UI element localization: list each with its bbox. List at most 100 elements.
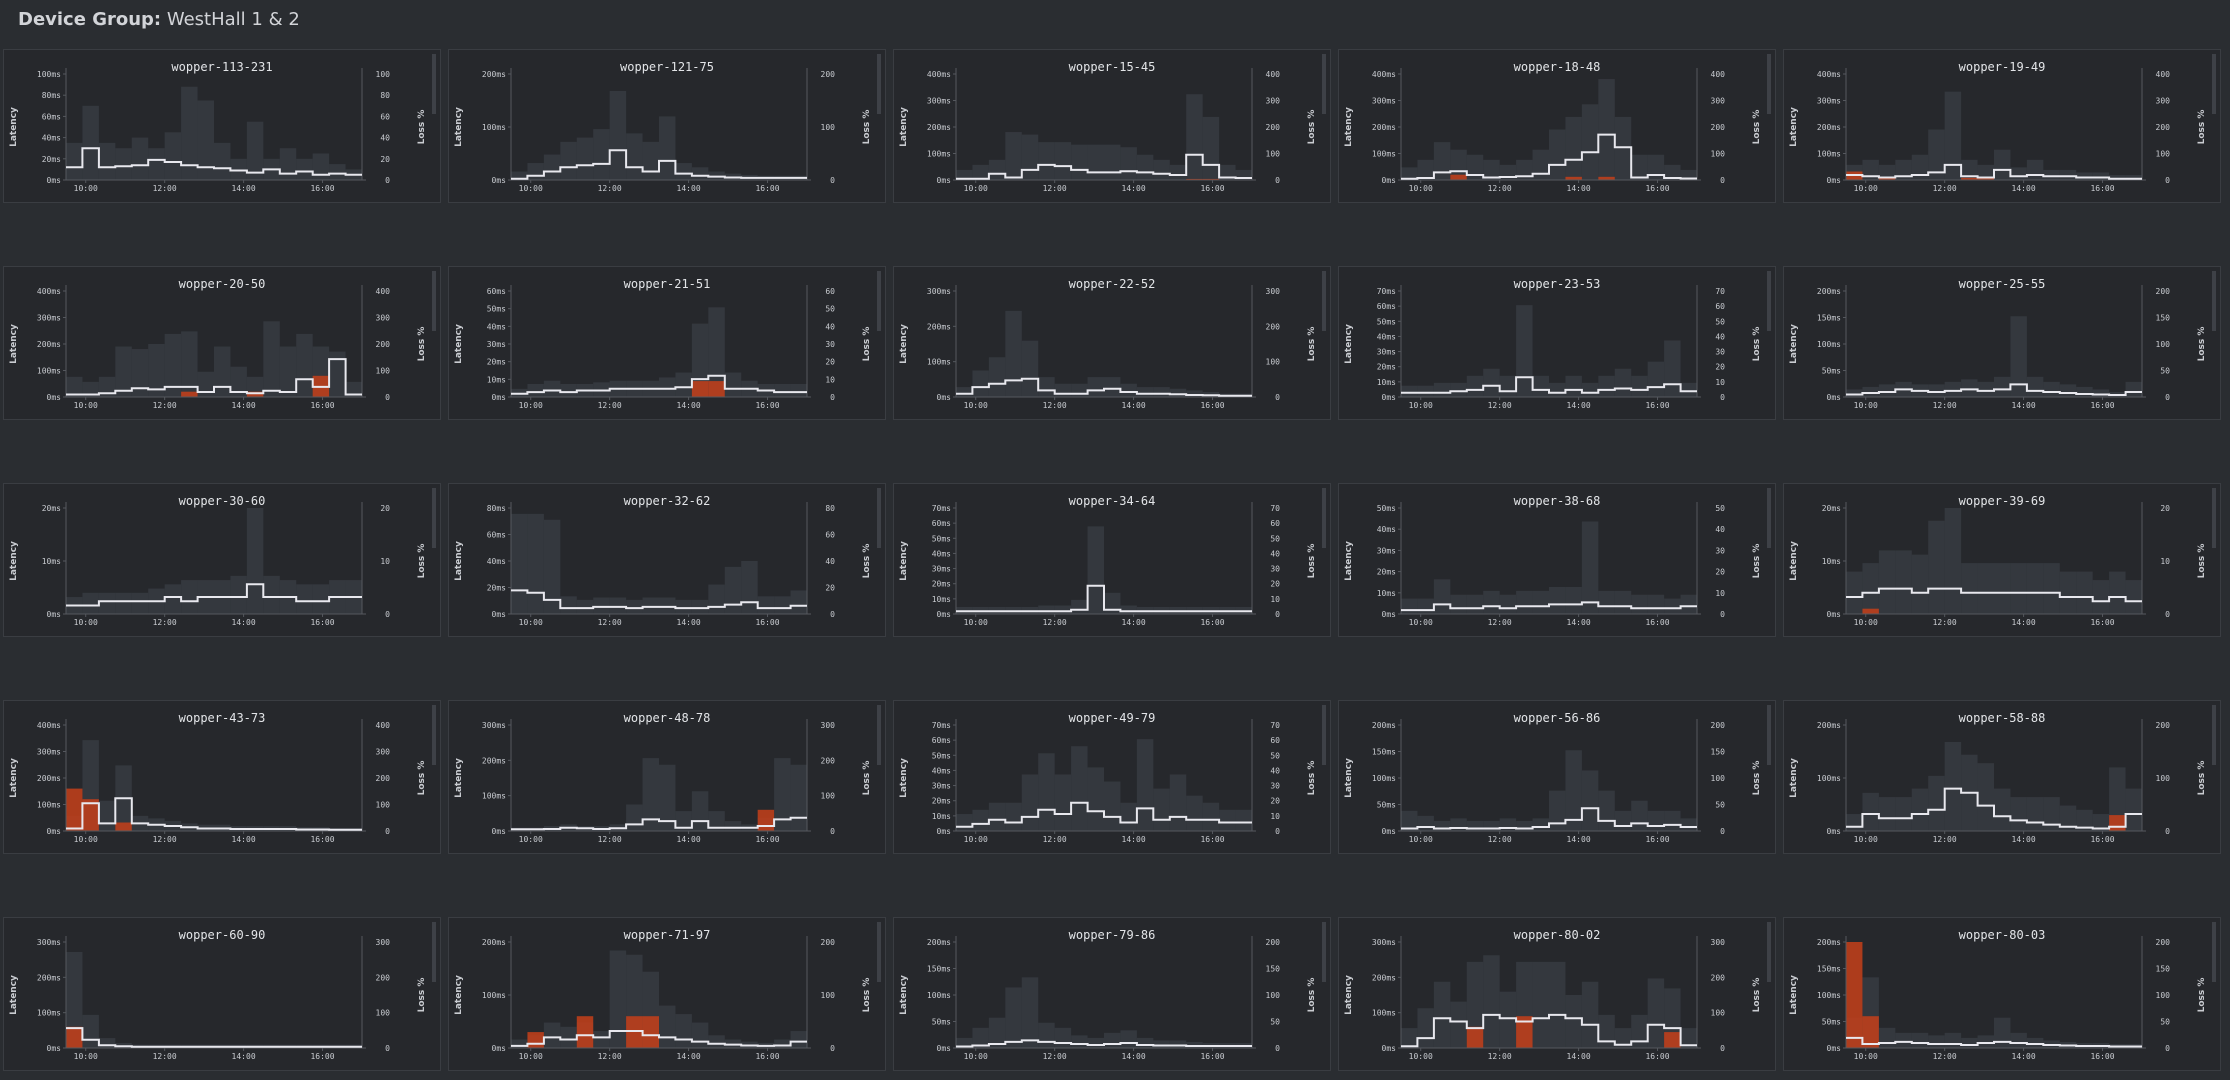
smoke-band bbox=[1911, 154, 1929, 180]
smoke-band bbox=[1516, 590, 1533, 614]
latency-line bbox=[66, 147, 362, 176]
y-tick-label-left: 40ms bbox=[1377, 525, 1396, 534]
y-tick-label-right: 30 bbox=[1715, 348, 1725, 357]
y-tick-label-right: 200 bbox=[1266, 123, 1281, 132]
latency-graph-panel[interactable]: 20ms 10ms 0ms 20 10 0 10:00 12:00 14:00 16:00 Late… bbox=[1783, 483, 2221, 637]
smoke-band bbox=[1483, 820, 1500, 831]
x-tick-label: 14:00 bbox=[232, 618, 256, 627]
x-tick-label: 10:00 bbox=[74, 401, 98, 410]
latency-axis-title: Latency bbox=[454, 324, 464, 364]
y-tick-label-right: 100 bbox=[2156, 774, 2171, 783]
smoke-band bbox=[1532, 375, 1549, 397]
smoke-band bbox=[1680, 818, 1697, 831]
latency-graph-panel[interactable]: 200ms 100ms 0ms 200 100 0 10:00 12:00 14:00 16:00… bbox=[448, 917, 886, 1071]
latency-graph-panel[interactable]: 400ms 300ms 200ms 100ms 0ms 400 300 200 100 0 10:0… bbox=[1338, 49, 1776, 203]
smoke-band bbox=[1054, 142, 1072, 180]
latency-graph-panel[interactable]: 200ms 100ms 0ms 200 100 0 10:00 12:00 14:00 16:00… bbox=[448, 49, 886, 203]
latency-graph-panel[interactable]: 60ms 50ms 40ms 30ms 20ms 10ms 0ms 60 50 40 30 20 10 0… bbox=[448, 266, 886, 420]
latency-graph-panel[interactable]: 80ms 60ms 40ms 20ms 0ms 80 60 40 20 0 10:00 12:00 14… bbox=[448, 483, 886, 637]
y-tick-label-right: 100 bbox=[376, 1009, 391, 1018]
y-tick-label-left: 100ms bbox=[1372, 150, 1396, 159]
smoke-band bbox=[2109, 767, 2126, 831]
x-tick-label: 10:00 bbox=[74, 835, 98, 844]
latency-chart: 80ms 60ms 40ms 20ms 0ms 80 60 40 20 0 10:00 12:00 14… bbox=[454, 488, 881, 627]
y-tick-label-left: 0ms bbox=[1827, 393, 1842, 402]
x-tick-label: 14:00 bbox=[232, 184, 256, 193]
latency-graph-panel[interactable]: 300ms 200ms 100ms 0ms 300 200 100 0 10:00 12:00 14… bbox=[1338, 917, 1776, 1071]
latency-graph-panel[interactable]: 400ms 300ms 200ms 100ms 0ms 400 300 200 100 0 10:0… bbox=[1783, 49, 2221, 203]
y-tick-label-right: 200 bbox=[1711, 973, 1726, 982]
smoke-band bbox=[1549, 961, 1566, 1048]
x-tick-label: 12:00 bbox=[1043, 184, 1067, 193]
smoke-band bbox=[1928, 1035, 1945, 1048]
smoke-band bbox=[956, 1037, 973, 1048]
loss-bar bbox=[1598, 176, 1615, 180]
smoke-band bbox=[1680, 594, 1697, 614]
loss-legend-strip bbox=[432, 271, 436, 331]
smoke-band bbox=[214, 142, 231, 180]
smoke-band bbox=[181, 580, 198, 614]
y-tick-label-right: 300 bbox=[821, 721, 836, 730]
latency-graph-panel[interactable]: 200ms 100ms 0ms 200 100 0 10:00 12:00 14:00 16:00… bbox=[1783, 700, 2221, 854]
y-tick-label-left: 300ms bbox=[1372, 938, 1396, 947]
smoke-band bbox=[708, 1035, 725, 1048]
y-tick-label-right: 50 bbox=[1270, 1018, 1280, 1027]
latency-line bbox=[511, 149, 807, 180]
latency-graph-panel[interactable]: 300ms 200ms 100ms 0ms 300 200 100 0 10:00 12:00 14… bbox=[3, 917, 441, 1071]
y-tick-label-right: 0 bbox=[385, 393, 390, 402]
y-tick-label-left: 400ms bbox=[927, 70, 951, 79]
x-tick-label: 16:00 bbox=[310, 618, 334, 627]
latency-line bbox=[1846, 383, 2142, 396]
y-tick-label-right: 80 bbox=[380, 91, 390, 100]
latency-graph-panel[interactable]: 200ms 150ms 100ms 50ms 0ms 200 150 100 50 0 10:00 1… bbox=[893, 917, 1331, 1071]
latency-graph-panel[interactable]: 70ms 60ms 50ms 40ms 30ms 20ms 10ms 0ms 70 60 50 40 3… bbox=[893, 700, 1331, 854]
latency-graph-panel[interactable]: 300ms 200ms 100ms 0ms 300 200 100 0 10:00 12:00 14… bbox=[448, 700, 886, 854]
smoke-band bbox=[1581, 382, 1599, 397]
y-tick-label-right: 100 bbox=[2156, 340, 2171, 349]
loss-axis-title: Loss % bbox=[1307, 761, 1317, 796]
smoke-band bbox=[1087, 144, 1104, 180]
latency-graph-panel[interactable]: 70ms 60ms 50ms 40ms 30ms 20ms 10ms 0ms 70 60 50 40 3… bbox=[893, 483, 1331, 637]
latency-graph-panel[interactable]: 100ms 80ms 60ms 40ms 20ms 0ms 100 80 60 40 20 0 10:0… bbox=[3, 49, 441, 203]
smoke-band bbox=[1021, 977, 1039, 1048]
latency-graph-panel[interactable]: 50ms 40ms 30ms 20ms 10ms 0ms 50 40 30 20 10 0 10:00 1… bbox=[1338, 483, 1776, 637]
latency-graph-panel[interactable]: 200ms 150ms 100ms 50ms 0ms 200 150 100 50 0 10:00 1… bbox=[1783, 266, 2221, 420]
y-tick-label-right: 400 bbox=[2156, 70, 2171, 79]
smoke-band bbox=[1862, 792, 1879, 831]
smoke-band bbox=[1977, 1035, 1994, 1048]
smoke-band bbox=[2043, 381, 2060, 397]
x-tick-label: 12:00 bbox=[1488, 835, 1512, 844]
loss-axis-title: Loss % bbox=[417, 110, 427, 145]
latency-graph-panel[interactable]: 200ms 150ms 100ms 50ms 0ms 200 150 100 50 0 10:00 1… bbox=[1338, 700, 1776, 854]
y-tick-label-left: 200ms bbox=[927, 938, 951, 947]
latency-graph-panel[interactable]: 400ms 300ms 200ms 100ms 0ms 400 300 200 100 0 10:0… bbox=[3, 266, 441, 420]
latency-chart: 400ms 300ms 200ms 100ms 0ms 400 300 200 100 0 10:0… bbox=[1789, 54, 2216, 193]
latency-graph-panel[interactable]: 70ms 60ms 50ms 40ms 30ms 20ms 10ms 0ms 70 60 50 40 3… bbox=[1338, 266, 1776, 420]
x-tick-label: 14:00 bbox=[1122, 1052, 1146, 1061]
latency-graph-panel[interactable]: 20ms 10ms 0ms 20 10 0 10:00 12:00 14:00 16:00 Late… bbox=[3, 483, 441, 637]
latency-chart: 400ms 300ms 200ms 100ms 0ms 400 300 200 100 0 10:0… bbox=[9, 271, 436, 410]
smoke-band bbox=[2092, 814, 2110, 831]
y-tick-label-right: 50 bbox=[1270, 534, 1280, 543]
latency-graph-panel[interactable]: 400ms 300ms 200ms 100ms 0ms 400 300 200 100 0 10:0… bbox=[893, 49, 1331, 203]
x-tick-label: 14:00 bbox=[1567, 835, 1591, 844]
y-tick-label-left: 20ms bbox=[42, 504, 61, 513]
smoke-band bbox=[543, 1022, 561, 1048]
smoke-band bbox=[1169, 1040, 1187, 1048]
latency-axis-title: Latency bbox=[1344, 107, 1354, 147]
latency-graph-panel[interactable]: 200ms 150ms 100ms 50ms 0ms 200 150 100 50 0 10:00 1… bbox=[1783, 917, 2221, 1071]
smoke-band bbox=[1499, 991, 1517, 1048]
latency-graph-panel[interactable]: 400ms 300ms 200ms 100ms 0ms 400 300 200 100 0 10:0… bbox=[3, 700, 441, 854]
smoke-band bbox=[1944, 1032, 1962, 1048]
y-tick-label-left: 50ms bbox=[1822, 1018, 1841, 1027]
loss-bar bbox=[1516, 1016, 1533, 1048]
x-tick-label: 14:00 bbox=[677, 835, 701, 844]
latency-graph-panel[interactable]: 300ms 200ms 100ms 0ms 300 200 100 0 10:00 12:00 14… bbox=[893, 266, 1331, 420]
latency-axis-title: Latency bbox=[9, 975, 19, 1015]
x-tick-label: 16:00 bbox=[310, 1052, 334, 1061]
smoke-band bbox=[1054, 774, 1072, 831]
smoke-band bbox=[246, 508, 264, 614]
latency-line bbox=[956, 1039, 1252, 1048]
loss-bar bbox=[66, 1026, 83, 1048]
smoke-band bbox=[659, 377, 676, 397]
